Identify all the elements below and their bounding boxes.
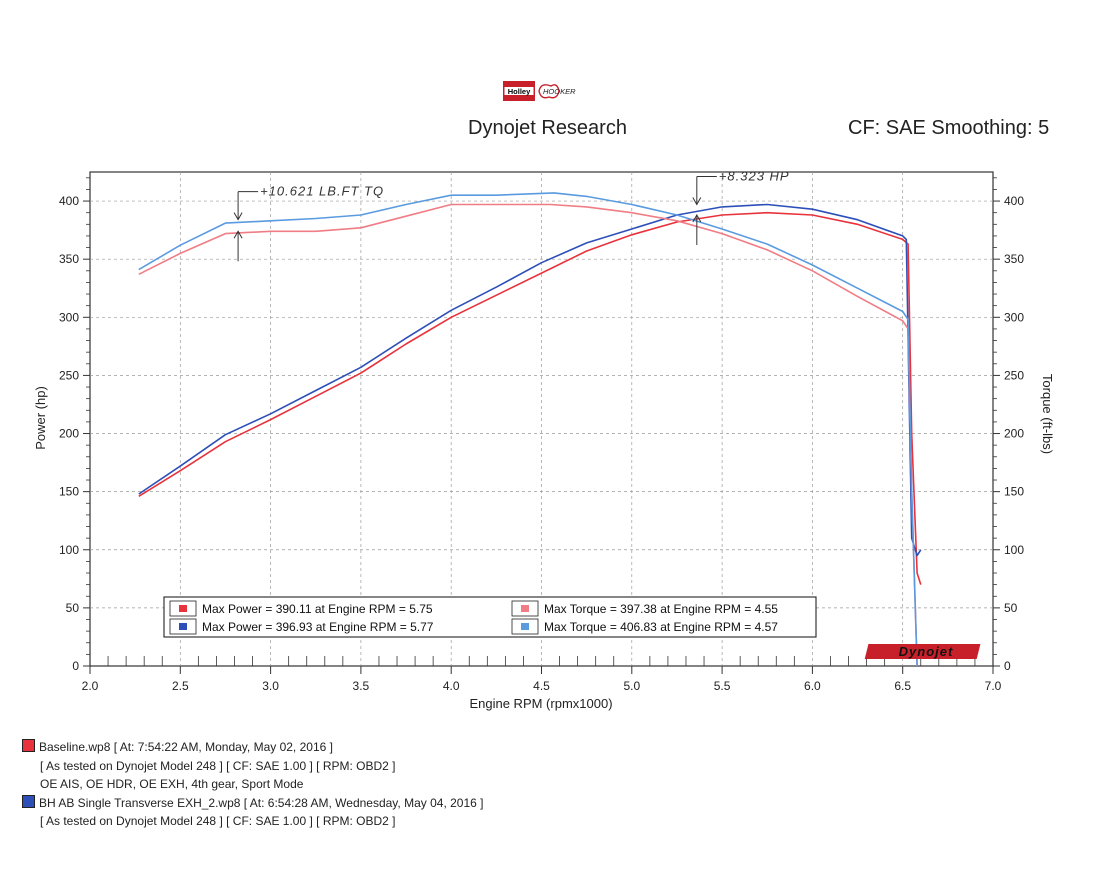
x-tick-label: 4.5 (533, 679, 550, 693)
logo-hooker-text: HOOKER (543, 87, 576, 96)
y-left-tick-label: 400 (59, 194, 79, 208)
run-title: Baseline.wp8 [ At: 7:54:22 AM, Monday, M… (22, 738, 582, 757)
run-info: Baseline.wp8 [ At: 7:54:22 AM, Monday, M… (22, 738, 582, 844)
dynojet-brand-bar (864, 644, 981, 659)
series-line (138, 203, 922, 557)
holley-hooker-logo: Holley HOOKER (503, 81, 576, 101)
y-left-tick-label: 0 (72, 659, 79, 673)
run-title-text: BH AB Single Transverse EXH_2.wp8 [ At: … (39, 795, 484, 810)
x-tick-label: 5.0 (623, 679, 640, 693)
legend-swatch (521, 605, 529, 612)
series-line (138, 211, 922, 585)
legend-swatch (179, 623, 187, 630)
y-left-tick-label: 50 (66, 601, 80, 615)
annotation-arrowhead (233, 230, 243, 239)
run-title: BH AB Single Transverse EXH_2.wp8 [ At: … (22, 794, 582, 813)
annotation-arrowhead (233, 212, 243, 221)
run-detail: [ As tested on Dynojet Model 248 ] [ CF:… (40, 814, 396, 828)
y-left-tick-label: 150 (59, 485, 79, 499)
dynojet-brand-text: Dynojet (899, 644, 954, 659)
annotation-text: +10.621 LB.FT TQ (260, 184, 384, 199)
run-color-swatch (22, 794, 35, 808)
x-tick-label: 3.0 (262, 679, 279, 693)
y-right-tick-label: 0 (1004, 659, 1011, 673)
legend-entry-text: Max Power = 396.93 at Engine RPM = 5.77 (202, 620, 434, 634)
y-axis-right-label: Torque (ft-lbs) (1040, 374, 1055, 454)
x-tick-label: 2.0 (82, 679, 99, 693)
y-left-tick-label: 350 (59, 252, 79, 266)
y-right-tick-label: 400 (1004, 194, 1024, 208)
legend-entry-text: Max Torque = 397.38 at Engine RPM = 4.55 (544, 602, 778, 616)
dyno-title: Dynojet Research (468, 117, 627, 139)
x-tick-label: 5.5 (714, 679, 731, 693)
y-right-tick-label: 100 (1004, 543, 1024, 557)
legend-swatch (179, 605, 187, 612)
run-detail: OE AIS, OE HDR, OE EXH, 4th gear, Sport … (40, 777, 304, 791)
series-line (138, 192, 918, 667)
annotation-arrowhead (692, 197, 702, 206)
annotation-arrowhead (692, 213, 702, 223)
y-left-tick-label: 300 (59, 310, 79, 324)
x-tick-label: 3.5 (353, 679, 370, 693)
y-left-tick-label: 200 (59, 427, 79, 441)
x-tick-label: 6.0 (804, 679, 821, 693)
annotation-text: +8.323 HP (719, 169, 790, 184)
run-detail: [ As tested on Dynojet Model 248 ] [ CF:… (40, 758, 396, 773)
run-title-text: Baseline.wp8 [ At: 7:54:22 AM, Monday, M… (39, 740, 333, 754)
y-right-tick-label: 350 (1004, 252, 1024, 266)
x-tick-label: 7.0 (985, 679, 1002, 693)
x-axis-label: Engine RPM (rpmx1000) (469, 696, 612, 711)
y-right-tick-label: 250 (1004, 368, 1024, 382)
y-right-tick-label: 150 (1004, 485, 1024, 499)
correction-factor-label: CF: SAE Smoothing: 5 (848, 117, 1050, 139)
y-right-tick-label: 300 (1004, 310, 1024, 324)
legend-swatch (521, 623, 529, 630)
x-tick-label: 6.5 (894, 679, 911, 693)
y-left-tick-label: 250 (59, 368, 79, 382)
legend-entry-text: Max Torque = 406.83 at Engine RPM = 4.57 (544, 620, 778, 634)
x-tick-label: 4.0 (443, 679, 460, 693)
y-right-tick-label: 200 (1004, 427, 1024, 441)
series-line (138, 203, 918, 667)
y-right-tick-label: 50 (1004, 601, 1018, 615)
x-tick-label: 2.5 (172, 679, 189, 693)
y-left-tick-label: 100 (59, 543, 79, 557)
legend-box (163, 596, 817, 638)
y-axis-left-label: Power (hp) (33, 386, 48, 450)
run-color-swatch (22, 739, 35, 752)
legend-entry-text: Max Power = 390.11 at Engine RPM = 5.75 (202, 602, 433, 616)
logo-holley-text: Holley (508, 87, 531, 96)
